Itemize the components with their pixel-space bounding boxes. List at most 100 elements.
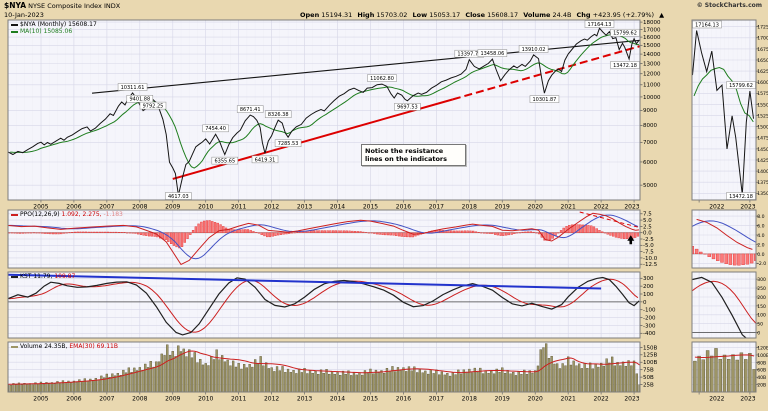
axis-tick-label: 10000 bbox=[643, 95, 661, 101]
year-label: 2017 bbox=[429, 396, 444, 403]
volume-bar bbox=[127, 367, 131, 392]
volume-bar bbox=[218, 359, 221, 392]
volume-bar bbox=[111, 373, 114, 392]
volume-bar bbox=[520, 374, 523, 392]
axis-tick-label: 4.0 bbox=[757, 233, 764, 239]
data-point-label: 10311.61 bbox=[117, 83, 148, 91]
ppo-histogram-bar bbox=[216, 222, 219, 233]
year-label: 2011 bbox=[231, 396, 246, 403]
volume-bar bbox=[91, 380, 95, 392]
ppo-value-1: 1.092, bbox=[61, 211, 81, 218]
ppo-histogram-bar bbox=[79, 231, 82, 233]
ppo-histogram-bar bbox=[271, 232, 274, 237]
volume-bar bbox=[89, 378, 92, 392]
volume-bar bbox=[133, 367, 136, 392]
ppo-histogram-bar bbox=[411, 232, 414, 238]
volume-bar bbox=[534, 370, 537, 392]
year-label: 2021 bbox=[561, 396, 576, 403]
svg-text:17164.13: 17164.13 bbox=[695, 22, 719, 28]
ppo-histogram-bar bbox=[82, 231, 85, 233]
volume-bar bbox=[319, 369, 323, 392]
ppo-histogram-bar bbox=[570, 224, 574, 233]
axis-tick-label: 16250 bbox=[757, 69, 768, 75]
volume-bar bbox=[613, 365, 617, 392]
volume-bar bbox=[31, 384, 34, 392]
ppo-histogram-bar bbox=[263, 232, 266, 237]
axis-tick-label: -300 bbox=[643, 323, 656, 329]
axis-tick-label: 200 bbox=[643, 284, 654, 290]
axis-tick-label: 25B bbox=[643, 382, 654, 388]
axis-tick-label: 0.0 bbox=[643, 231, 652, 237]
year-label: 2012 bbox=[264, 204, 279, 211]
svg-text:13397.76: 13397.76 bbox=[457, 52, 481, 58]
ppo-histogram-bar bbox=[285, 232, 288, 235]
panel-background bbox=[692, 272, 756, 338]
volume-bar bbox=[190, 357, 194, 392]
year-label: 2014 bbox=[330, 204, 345, 211]
ppo-signal-line bbox=[9, 214, 639, 260]
volume-bar bbox=[284, 372, 287, 392]
volume-bar bbox=[542, 347, 545, 392]
volume-bar bbox=[352, 372, 356, 392]
volume-bar bbox=[215, 349, 218, 392]
volume-bar bbox=[374, 369, 378, 392]
price-legend: $NYA (Monthly) 15608.17 MA(10) 15085.06 bbox=[11, 21, 97, 35]
ticker-symbol: $NYA bbox=[4, 1, 27, 10]
volume-bar bbox=[528, 370, 531, 392]
ppo-histogram-bar bbox=[266, 232, 269, 238]
volume-bar bbox=[363, 370, 367, 392]
volume-bar bbox=[245, 367, 248, 392]
volume-bar bbox=[344, 374, 347, 392]
axis-tick-label: 100 bbox=[757, 313, 766, 319]
ppo-histogram-bar bbox=[499, 232, 502, 236]
axis-tick-label: 15250 bbox=[757, 113, 768, 119]
ppo-histogram-bar bbox=[386, 232, 390, 236]
ppo-histogram-bar bbox=[208, 220, 211, 233]
year-label: 2013 bbox=[297, 396, 312, 403]
volume-bar bbox=[229, 365, 232, 392]
axis-tick-label: 100B bbox=[643, 360, 657, 366]
volume-bar bbox=[234, 366, 238, 392]
ppo-histogram-bar bbox=[494, 232, 497, 235]
ppo-histogram-bar bbox=[98, 231, 101, 233]
volume-bar bbox=[69, 382, 73, 392]
volume-bar bbox=[693, 360, 697, 392]
volume-bar bbox=[281, 366, 284, 392]
volume-bar bbox=[317, 374, 320, 392]
axis-tick-label: 14750 bbox=[757, 136, 768, 142]
ppo-histogram-bar bbox=[268, 232, 272, 238]
ppo-histogram-bar bbox=[76, 231, 79, 233]
ppo-histogram-bar bbox=[625, 232, 629, 239]
axis-tick-label: 13500 bbox=[757, 191, 768, 197]
data-point-label: 13458.06 bbox=[477, 49, 508, 57]
axis-tick-label: 0 bbox=[757, 331, 760, 337]
ppo-histogram-bar bbox=[595, 228, 598, 233]
svg-text:7454.40: 7454.40 bbox=[205, 126, 226, 132]
ppo-histogram-bar bbox=[720, 253, 724, 263]
ppo-histogram-bar bbox=[95, 231, 99, 233]
volume-ema-line bbox=[8, 350, 640, 385]
volume-bar bbox=[182, 348, 185, 392]
volume-bar bbox=[594, 363, 597, 392]
volume-bar bbox=[514, 375, 518, 392]
ppo-histogram-bar bbox=[13, 232, 16, 234]
volume-bar bbox=[270, 367, 273, 392]
ppo-histogram-bar bbox=[389, 232, 392, 236]
ppo-histogram-bar bbox=[707, 253, 711, 257]
volume-bar bbox=[495, 368, 498, 392]
year-label: 2019 bbox=[495, 396, 510, 403]
ppo-histogram-bar bbox=[46, 232, 49, 234]
volume-bar bbox=[220, 355, 224, 392]
volume-bar bbox=[735, 359, 739, 392]
volume-bar bbox=[223, 361, 227, 392]
ppo-histogram-bar bbox=[213, 222, 217, 233]
volume-bar bbox=[476, 371, 479, 392]
ppo-value-3: -1.183 bbox=[103, 211, 123, 218]
volume-bar bbox=[589, 362, 592, 392]
volume-bar bbox=[251, 366, 254, 392]
ma-legend-text: MA(10) 15085.06 bbox=[20, 28, 73, 35]
ppo-histogram-bar bbox=[323, 230, 326, 233]
volume-bar bbox=[267, 368, 270, 392]
ppo-histogram-bar bbox=[326, 230, 329, 233]
volume-bar bbox=[37, 383, 40, 392]
